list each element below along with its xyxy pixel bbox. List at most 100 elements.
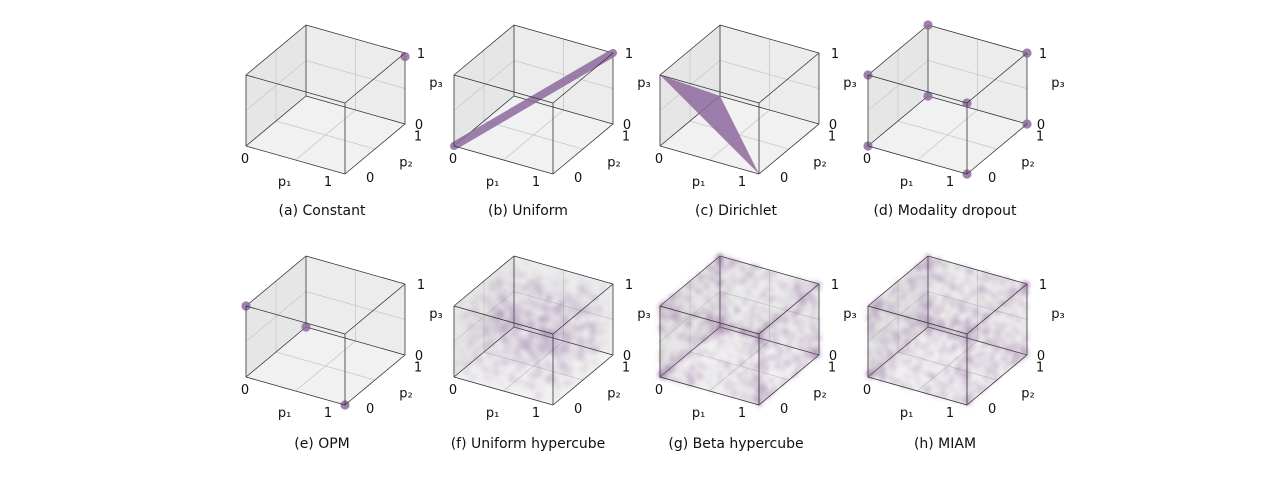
data-point <box>949 303 957 312</box>
data-point <box>996 300 1004 308</box>
axis-edge <box>659 376 760 406</box>
data-point <box>772 364 780 372</box>
data-point <box>529 368 538 377</box>
data-point <box>736 319 744 327</box>
data-point <box>688 276 696 284</box>
data-point <box>956 396 964 404</box>
data-point <box>557 268 565 277</box>
data-point <box>524 342 532 351</box>
data-point <box>765 275 773 283</box>
data-point <box>676 333 684 342</box>
data-point <box>455 346 464 355</box>
data-point <box>509 262 518 271</box>
data-point <box>932 339 940 347</box>
data-point <box>693 371 701 379</box>
data-point <box>760 367 768 375</box>
data-point <box>784 361 793 369</box>
data-point <box>601 319 610 328</box>
data-point <box>536 288 545 297</box>
data-point <box>675 287 683 295</box>
y-axis-label: p₂ <box>1021 387 1034 402</box>
data-point <box>562 305 571 314</box>
data-point <box>705 263 713 271</box>
axis-edge <box>305 95 406 125</box>
panel-caption: (e) OPM <box>294 436 350 452</box>
y-tick-label: 1 <box>414 130 422 145</box>
data-point <box>729 263 737 271</box>
data-point <box>943 261 951 269</box>
data-point <box>924 261 932 269</box>
axis-edge <box>719 95 820 125</box>
data-point <box>782 319 790 327</box>
z-tick-label: 0 <box>1037 118 1045 133</box>
data-point <box>1004 331 1012 339</box>
data-point <box>531 354 540 363</box>
data-point <box>484 321 493 330</box>
data-point <box>700 318 708 326</box>
data-point <box>773 294 781 302</box>
data-point <box>560 317 569 326</box>
data-point <box>969 338 977 346</box>
data-point <box>483 298 492 307</box>
data-point <box>581 306 590 315</box>
z-tick-label: 1 <box>831 278 839 293</box>
z-axis-label: p₃ <box>637 76 650 91</box>
axis-edge <box>758 123 820 175</box>
data-point <box>513 281 522 290</box>
data-point <box>872 297 880 305</box>
data-point <box>1014 316 1022 324</box>
axis-edge <box>927 95 1028 125</box>
data-point <box>459 352 468 361</box>
data-point <box>729 387 737 396</box>
data-point <box>807 314 816 322</box>
data-point <box>716 356 724 365</box>
data-point <box>911 347 919 356</box>
data-point <box>580 373 589 382</box>
data-point <box>545 294 554 303</box>
data-point <box>784 327 792 335</box>
data-point <box>540 330 549 339</box>
y-axis-label: p₂ <box>813 156 826 171</box>
data-point <box>924 322 932 330</box>
data-point <box>782 348 791 357</box>
data-point <box>696 359 704 367</box>
data-point <box>544 274 553 283</box>
data-point <box>489 328 498 337</box>
data-point <box>545 306 554 315</box>
data-point <box>724 360 732 368</box>
data-point <box>739 379 747 388</box>
data-point <box>920 273 928 282</box>
data-point <box>517 291 526 299</box>
x-axis-label: p₁ <box>486 406 499 421</box>
data-point <box>909 277 917 285</box>
data-point <box>918 290 926 298</box>
data-point <box>1011 340 1019 348</box>
data-point <box>975 319 983 327</box>
x-tick-label: 0 <box>449 383 457 398</box>
data-point <box>469 331 478 340</box>
data-point <box>942 382 950 391</box>
axis-edge <box>659 74 760 104</box>
data-point <box>772 314 781 322</box>
z-axis-label: p₃ <box>843 307 856 322</box>
data-point <box>692 308 700 316</box>
data-point <box>469 325 478 334</box>
y-tick-label: 0 <box>366 171 374 186</box>
data-point <box>800 282 808 291</box>
data-point <box>538 364 547 373</box>
axis-edge <box>966 283 1028 335</box>
data-point <box>962 346 970 354</box>
data-point <box>462 328 471 337</box>
data-point <box>883 314 891 323</box>
data-point <box>708 288 716 296</box>
data-point <box>708 351 716 359</box>
axis-edge <box>245 255 307 307</box>
data-point <box>490 367 499 376</box>
y-tick-label: 0 <box>780 402 788 417</box>
data-point <box>747 292 755 300</box>
data-point <box>728 277 736 285</box>
data-point <box>942 364 951 372</box>
